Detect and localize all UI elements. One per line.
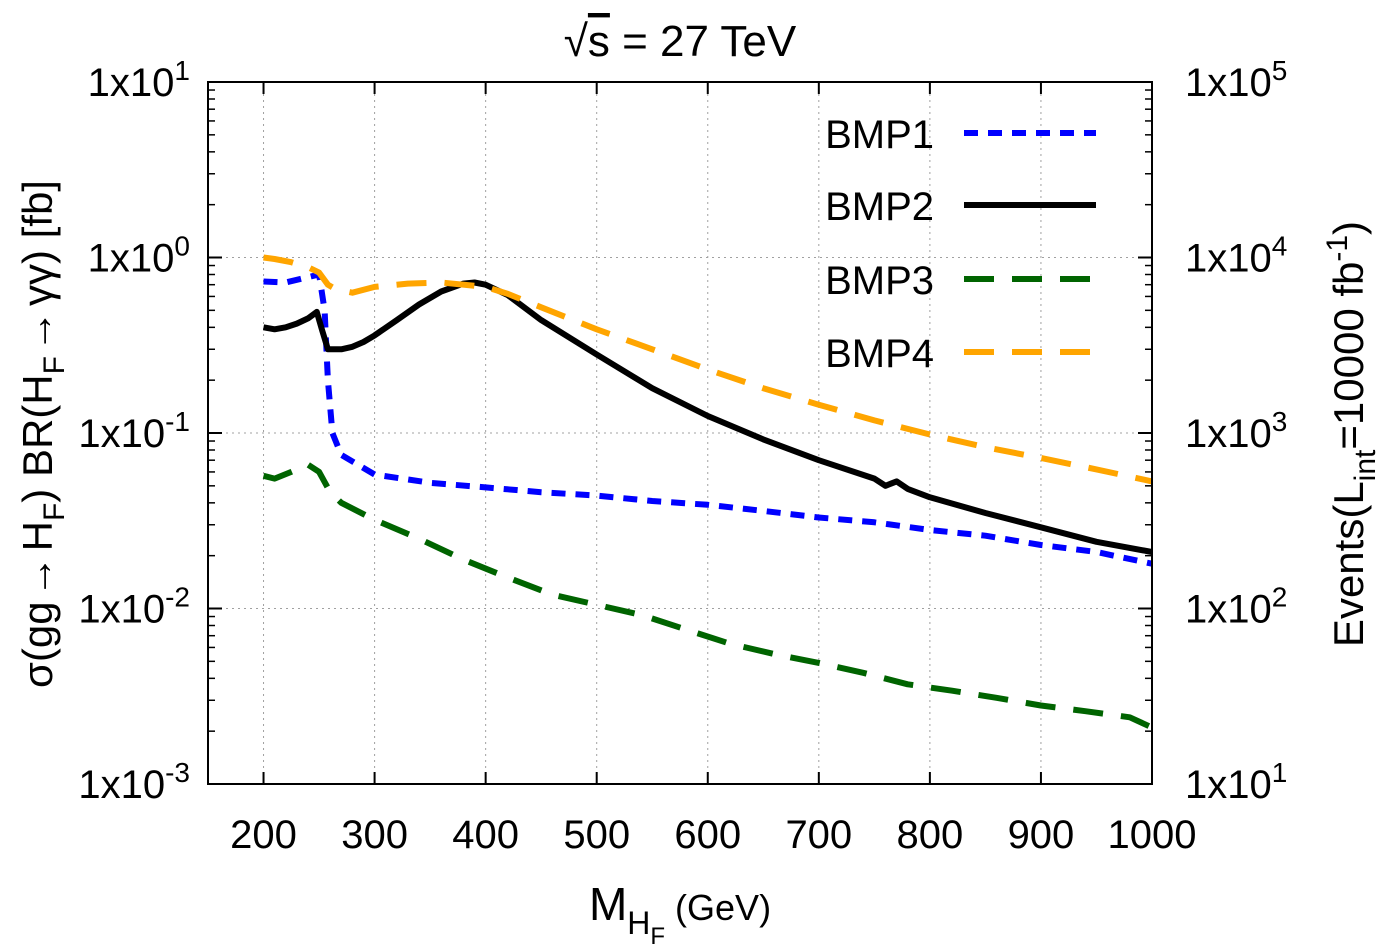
plot-frame	[207, 81, 1153, 785]
y2-tick-label: 1x102	[1185, 582, 1287, 632]
x-tick-label: 800	[897, 813, 964, 857]
legend-label-bmp2: BMP2	[825, 185, 934, 229]
x-tick-label: 400	[452, 813, 519, 857]
y-label-sub1: F	[38, 503, 71, 521]
y-tick-label: 1x10-3	[78, 757, 190, 807]
y-label-p3: ) BR(H	[14, 374, 61, 502]
y-label-p2: H	[14, 521, 61, 551]
x-axis-label: MHF (GeV)	[589, 878, 771, 949]
y2-tick-label: 1x104	[1185, 231, 1287, 281]
y-label-arrow1: →	[14, 555, 61, 597]
y2-tick-labels: 1x105 1x104 1x103 1x102 1x101	[1185, 55, 1287, 807]
y2-tick-label: 1x101	[1185, 757, 1287, 807]
x-tick-label: 700	[785, 813, 852, 857]
x-tick-label: 600	[674, 813, 741, 857]
y-label-p1: σ(gg	[14, 601, 61, 688]
x-tick-label: 900	[1008, 813, 1075, 857]
y2-label-sup: -1	[1321, 235, 1354, 262]
y2-label-p1: Events(L	[1325, 481, 1372, 647]
x-label-unit: (GeV)	[675, 887, 771, 928]
x-label-main: M	[589, 878, 627, 930]
y2-label-sub: int	[1349, 449, 1382, 481]
legend-label-bmp3: BMP3	[825, 259, 934, 303]
y-tick-label: 1x10-2	[78, 582, 190, 632]
x-tick-label: 200	[230, 813, 297, 857]
y-tick-label: 1x10-1	[78, 406, 190, 456]
x-label-sub2: F	[650, 923, 665, 949]
y2-axis-label: Events(Lint=10000 fb-1)	[1321, 221, 1382, 647]
x-tick-label: 500	[563, 813, 630, 857]
chart-title: √s = 27 TeV	[564, 17, 797, 66]
title-rest: = 27 TeV	[610, 17, 797, 66]
y-tick-labels: 1x101 1x100 1x10-1 1x10-2 1x10-3	[78, 55, 190, 807]
y2-label-p2: =10000 fb	[1325, 262, 1372, 450]
series-lines	[262, 254, 1154, 731]
y2-tick-label: 1x105	[1185, 55, 1287, 105]
y2-tick-label: 1x103	[1185, 406, 1287, 456]
grid-lines	[208, 82, 1152, 784]
legend-label-bmp1: BMP1	[825, 113, 934, 157]
title-symbol: s	[588, 17, 610, 66]
series-line-bmp3	[262, 461, 1154, 731]
y-label-p4: γγ) [fb]	[14, 180, 61, 306]
y-tick-label: 1x101	[88, 55, 190, 105]
y-axis-label: σ(gg→HF) BR(HF→γγ) [fb]	[14, 180, 71, 688]
series-line-bmp2	[262, 279, 1153, 555]
x-tick-labels: 200 300 400 500 600 700 800 900 1000	[230, 813, 1196, 857]
y-label-sub2: F	[38, 356, 71, 374]
y-label-arrow2: →	[14, 310, 61, 352]
title-radical: √	[564, 17, 589, 66]
series-line-bmp4	[263, 254, 1153, 485]
y2-label-p3: )	[1325, 221, 1372, 235]
legend-label-bmp4: BMP4	[825, 332, 934, 376]
x-label-sub1: H	[627, 905, 650, 941]
x-tick-label: 1000	[1108, 813, 1197, 857]
x-tick-label: 300	[341, 813, 408, 857]
y-tick-label: 1x100	[88, 231, 190, 281]
axis-ticks	[208, 81, 1153, 785]
legend: BMP1 BMP2 BMP3 BMP4	[825, 113, 1096, 376]
